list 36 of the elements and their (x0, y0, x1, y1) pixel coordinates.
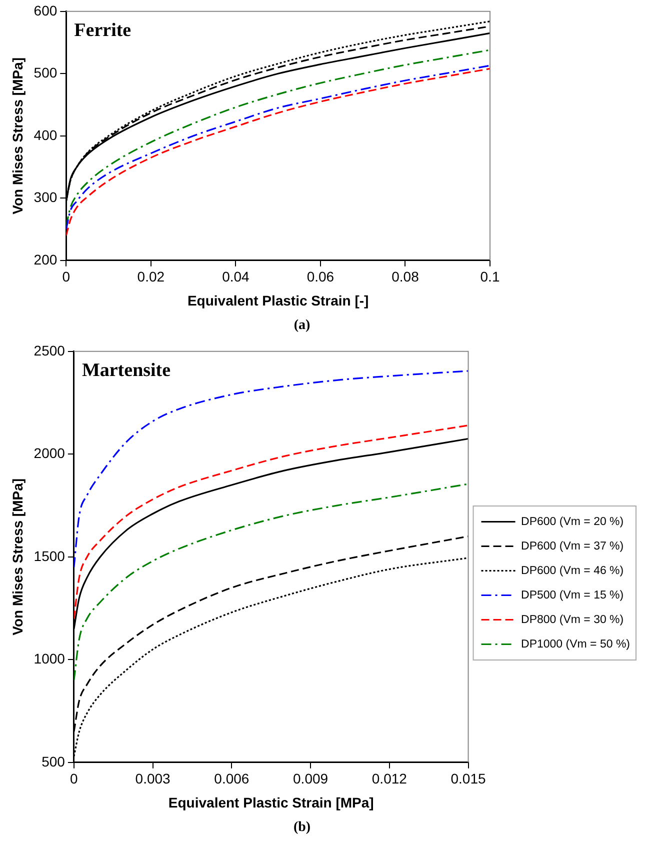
legend-label: DP600 (Vm = 20 %) (521, 516, 624, 528)
y-tick-label: 500 (42, 753, 66, 770)
y-tick-label: 1000 (34, 650, 66, 667)
chart-title: Martensite (82, 360, 171, 381)
x-tick-label: 0.02 (137, 268, 165, 285)
legend-label: DP600 (Vm = 46 %) (521, 564, 624, 577)
text: (a) (292, 318, 312, 335)
legend-label: DP1000 (Vm = 50 %) (521, 638, 630, 650)
x-tick-label: 0.08 (392, 268, 420, 285)
x-tick-label: 0.06 (306, 268, 334, 285)
y-axis-title: Von Mises Stress [MPa] (9, 478, 26, 636)
x-tick-label: 0.009 (293, 770, 328, 787)
y-tick-label: 200 (34, 251, 58, 268)
x-tick-label: 0 (62, 268, 70, 285)
text: (b) (292, 820, 312, 837)
x-tick-label: 0.006 (214, 770, 250, 787)
y-axis-title: Von Mises Stress [MPa] (9, 57, 26, 214)
y-tick-label: 2000 (34, 445, 66, 462)
x-tick-label: 0 (70, 770, 78, 787)
y-tick-label: 2500 (34, 342, 66, 358)
legend-label: DP800 (Vm = 30 %) (521, 614, 624, 626)
y-tick-label: 300 (34, 189, 58, 206)
y-tick-label: 500 (34, 64, 58, 81)
x-tick-label: 0.1 (480, 268, 500, 285)
y-tick-label: 600 (34, 2, 58, 18)
y-tick-label: 1500 (34, 548, 66, 564)
legend-label: DP600 (Vm = 37 %) (521, 540, 624, 552)
legend-label: DP500 (Vm = 15 %) (521, 589, 624, 602)
x-axis-title: Equivalent Plastic Strain [-] (187, 292, 369, 308)
x-tick-label: 0.012 (372, 770, 408, 787)
y-tick-label: 400 (34, 126, 58, 143)
chart-title: Ferrite (74, 20, 132, 41)
x-tick-label: 0.015 (450, 770, 486, 787)
x-tick-label: 0.04 (222, 268, 250, 285)
x-axis-title: Equivalent Plastic Strain [MPa] (168, 794, 374, 810)
x-tick-label: 0.003 (135, 770, 171, 787)
